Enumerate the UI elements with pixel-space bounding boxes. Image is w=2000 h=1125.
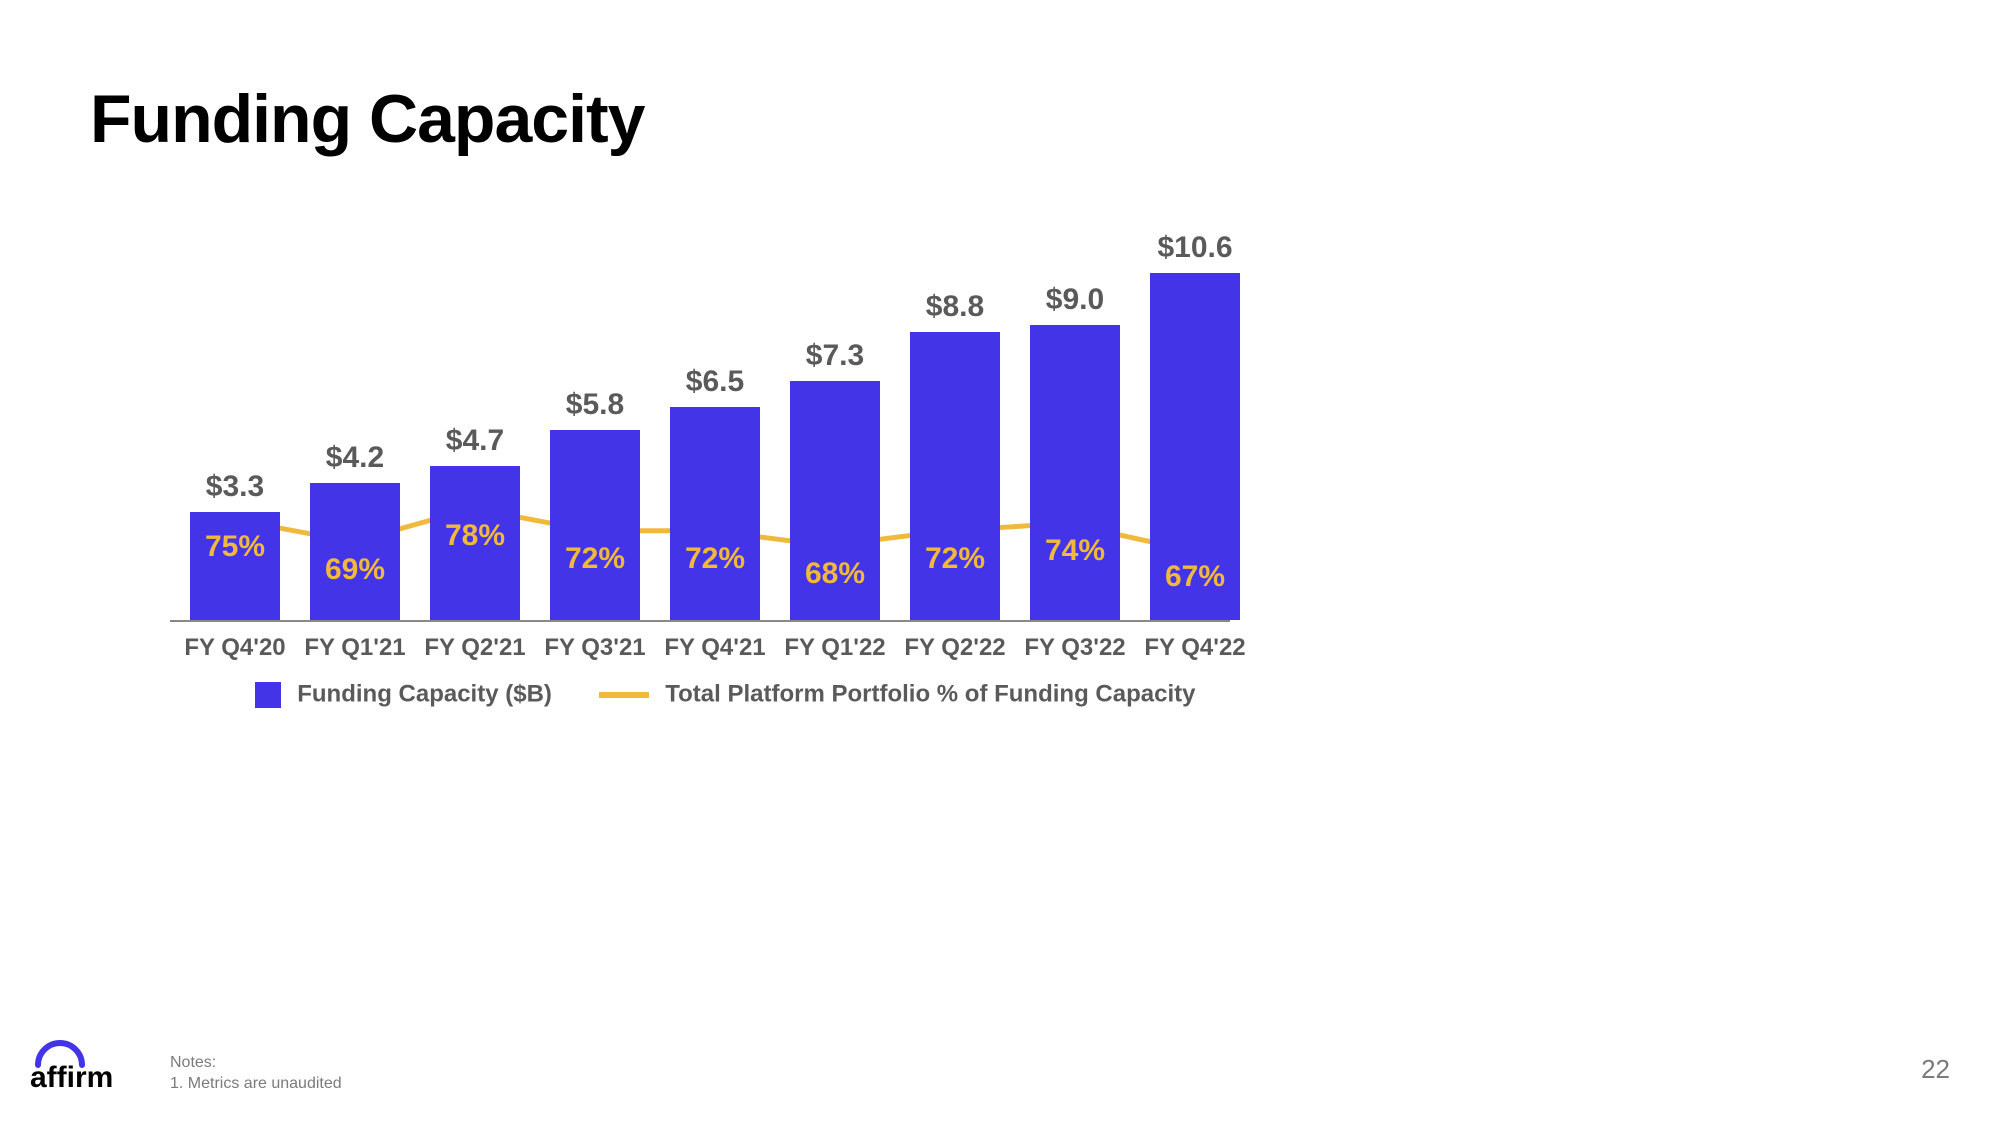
x-axis-label: FY Q1'22 (775, 634, 895, 662)
pct-label: 74% (1015, 534, 1135, 568)
slide: Funding Capacity $3.3 75% $4.2 69% $4.7 78% $5… (0, 0, 2000, 1125)
notes-line-1: 1. Metrics are unaudited (170, 1074, 342, 1095)
bar-value-label: $6.5 (655, 365, 775, 399)
x-axis-label: FY Q2'21 (415, 634, 535, 662)
bar-value-label: $4.7 (415, 424, 535, 458)
notes-header: Notes: (170, 1053, 342, 1074)
bar-value-label: $3.3 (175, 470, 295, 504)
funding-chart: $3.375%$4.269%$4.778%$5.872%$6.572%$7.36… (190, 260, 1260, 620)
x-axis-label: FY Q4'22 (1135, 634, 1255, 662)
footnotes: Notes: 1. Metrics are unaudited (170, 1053, 342, 1095)
pct-label: 75% (175, 530, 295, 564)
legend-line-label: Total Platform Portfolio % of Funding Ca… (665, 681, 1195, 708)
bar (670, 407, 760, 620)
page-title: Funding Capacity (90, 80, 644, 158)
bar-value-label: $7.3 (775, 339, 895, 373)
bar-value-label: $10.6 (1135, 231, 1255, 265)
pct-label: 68% (775, 557, 895, 591)
bar-value-label: $9.0 (1015, 283, 1135, 317)
x-axis-label: FY Q3'21 (535, 634, 655, 662)
x-axis-label: FY Q1'21 (295, 634, 415, 662)
bar (1030, 325, 1120, 620)
pct-label: 78% (415, 519, 535, 553)
bar-value-label: $8.8 (895, 290, 1015, 324)
logo-text: affirm (30, 1061, 113, 1094)
pct-label: 72% (895, 542, 1015, 576)
x-axis-label: FY Q3'22 (1015, 634, 1135, 662)
legend-line-swatch (599, 692, 649, 698)
bar (310, 483, 400, 620)
chart-legend: Funding Capacity ($B) Total Platform Por… (190, 680, 1260, 709)
affirm-logo: affirm (30, 1035, 150, 1095)
pct-label: 69% (295, 553, 415, 587)
footer: affirm Notes: 1. Metrics are unaudited (30, 1035, 342, 1095)
bar (190, 512, 280, 620)
legend-bar-swatch (255, 682, 281, 708)
pct-label: 67% (1135, 560, 1255, 594)
pct-label: 72% (655, 542, 775, 576)
x-axis-label: FY Q2'22 (895, 634, 1015, 662)
x-axis (170, 620, 1230, 622)
x-axis-label: FY Q4'21 (655, 634, 775, 662)
bar-value-label: $5.8 (535, 388, 655, 422)
legend-bar-label: Funding Capacity ($B) (297, 681, 552, 708)
page-number: 22 (1921, 1054, 1950, 1085)
pct-label: 72% (535, 542, 655, 576)
bar (910, 332, 1000, 620)
x-axis-label: FY Q4'20 (175, 634, 295, 662)
bar (550, 430, 640, 620)
bar-value-label: $4.2 (295, 441, 415, 475)
